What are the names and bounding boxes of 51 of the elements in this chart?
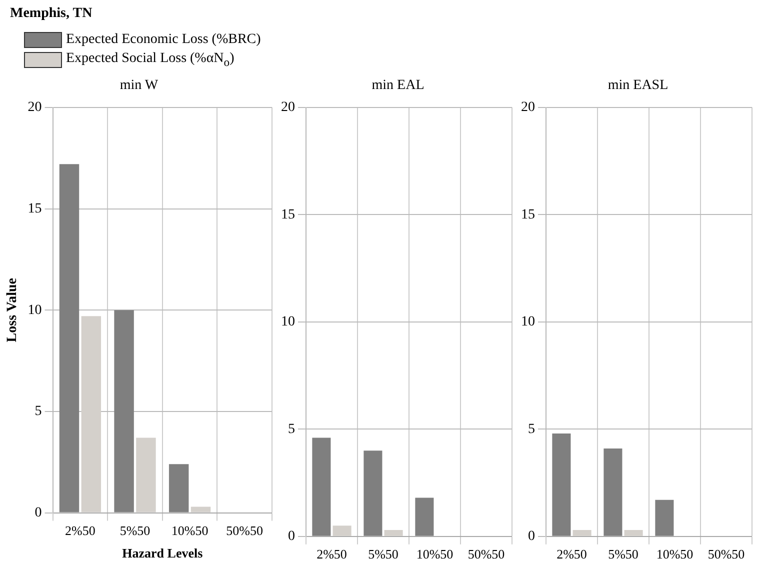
bar	[81, 316, 102, 512]
legend-label: Expected Economic Loss (%BRC)	[66, 32, 261, 48]
x-axis-title: Hazard Levels	[122, 546, 203, 561]
y-tick-label: 15	[521, 207, 535, 222]
x-tick-label: 50%50	[226, 523, 264, 538]
chart-subtitle: min W	[118, 78, 160, 95]
x-tick-label: 10%50	[171, 523, 208, 538]
x-tick-label: 5%50	[368, 546, 398, 562]
y-tick-label: 20	[521, 100, 535, 116]
bar	[364, 450, 382, 536]
x-tick-label: 2%50	[316, 546, 347, 562]
y-tick-label: 0	[34, 505, 42, 520]
x-tick-label: 50%50	[708, 546, 745, 562]
bar	[332, 526, 352, 536]
y-tick-label: 0	[288, 529, 295, 544]
x-tick-label: 10%50	[416, 546, 454, 562]
y-tick-label: 20	[28, 100, 42, 116]
bar	[624, 530, 643, 536]
x-tick-label: 10%50	[656, 546, 694, 562]
bar	[384, 530, 403, 536]
x-tick-label: 2%50	[65, 523, 96, 538]
x-tick-label: 50%50	[468, 546, 505, 562]
bar	[572, 530, 592, 536]
x-tick-label: 5%50	[608, 546, 638, 562]
y-tick-label: 10	[521, 314, 535, 330]
y-tick-label: 10	[28, 302, 42, 318]
y-tick-label: 5	[288, 422, 295, 437]
legend-label: Expected Social Loss (%αN$_{o}$)	[66, 51, 234, 69]
y-tick-label: 15	[281, 207, 295, 222]
y-tick-label: 5	[528, 422, 535, 437]
bar	[136, 438, 156, 512]
x-tick-label: 2%50	[556, 546, 587, 562]
bar	[604, 448, 622, 536]
x-tick-label: 5%50	[120, 523, 150, 538]
bar	[114, 310, 134, 512]
chart-title: Memphis, TN	[10, 6, 92, 22]
y-tick-label: 20	[281, 100, 295, 116]
bar	[415, 498, 434, 536]
bar	[655, 500, 674, 536]
bar	[168, 464, 189, 512]
bar	[312, 438, 331, 536]
y-tick-label: 0	[528, 529, 535, 544]
bar	[552, 433, 571, 536]
chart-subtitle: min EASL	[606, 78, 670, 95]
y-axis-title: Loss Value	[5, 278, 20, 342]
y-tick-label: 10	[281, 314, 295, 330]
y-tick-label: 15	[28, 201, 42, 216]
bar	[190, 506, 211, 512]
y-tick-label: 5	[34, 404, 42, 420]
bar	[59, 164, 80, 512]
chart-subtitle: min EAL	[370, 78, 426, 95]
